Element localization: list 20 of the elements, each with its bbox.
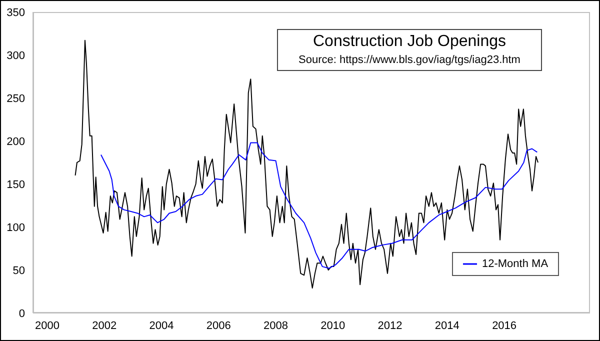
y-tick-label: 100 xyxy=(6,222,25,234)
x-tick-label: 2006 xyxy=(206,320,231,332)
x-tick-label: 2004 xyxy=(149,320,174,332)
legend-label: 12-Month MA xyxy=(482,257,548,272)
y-tick-label: 50 xyxy=(12,264,25,277)
x-tick-label: 2016 xyxy=(492,320,517,332)
annotation: Source: https://www.bls.gov/iag/tgs/iag23.htm xyxy=(298,53,522,68)
x-tick-label: 2002 xyxy=(92,320,117,332)
y-tick-label: 0 xyxy=(18,308,25,320)
text: Construction Job Openings xyxy=(312,32,507,52)
x-tick-label: 2008 xyxy=(264,320,288,332)
x-tick-label: 2010 xyxy=(320,320,346,332)
y-tick-label: 200 xyxy=(6,136,25,148)
y-tick-label: 350 xyxy=(6,6,25,19)
x-tick-label: 2000 xyxy=(35,320,60,332)
y-tick-label: 300 xyxy=(6,50,25,62)
y-tick-label: 250 xyxy=(6,92,25,105)
x-tick-label: 2012 xyxy=(378,320,402,332)
y-tick-label: 150 xyxy=(6,178,25,191)
x-tick-label: 2014 xyxy=(434,320,460,332)
